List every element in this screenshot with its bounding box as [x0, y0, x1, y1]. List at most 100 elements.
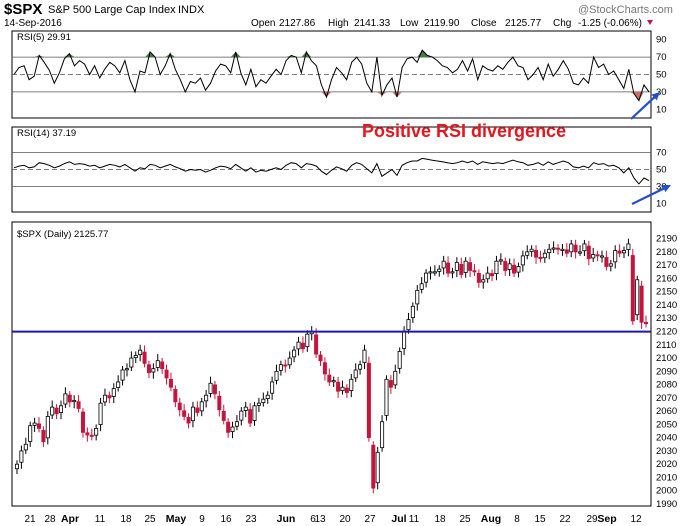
down-arrow-icon: [647, 20, 653, 25]
candle-body: [296, 341, 301, 350]
price-ytick-2150: 2150: [656, 287, 677, 298]
rsi14-divergence-arrow-head: [662, 185, 671, 193]
candle-body: [446, 262, 451, 274]
candle-body: [278, 364, 283, 371]
candle-body: [582, 243, 587, 252]
candle-body: [287, 357, 292, 366]
candle-body: [261, 398, 266, 403]
open-value: 2127.86: [279, 18, 316, 29]
candle-body: [243, 406, 248, 411]
candle-body: [608, 263, 613, 267]
candle-body: [28, 425, 33, 442]
candle-body: [344, 387, 349, 393]
candle-body: [58, 405, 63, 413]
candle-body: [604, 257, 609, 267]
x-label-27: 27: [364, 514, 376, 525]
candle-body: [507, 263, 512, 270]
x-label-21: 21: [24, 514, 36, 525]
x-label-25: 25: [459, 514, 471, 525]
candle-body: [50, 406, 55, 416]
candle-body: [331, 380, 336, 383]
candle-body: [520, 255, 525, 266]
price-ytick-2120: 2120: [656, 327, 677, 338]
x-label-25: 25: [144, 514, 156, 525]
x-label-6: 6: [310, 514, 316, 525]
candle-body: [274, 370, 279, 381]
candle-body: [41, 429, 46, 443]
x-label-11: 11: [95, 514, 106, 525]
rsi5-oversold-fill: [321, 91, 644, 101]
candle-body: [76, 401, 81, 409]
candle-body: [542, 252, 547, 259]
candle-body: [358, 364, 363, 370]
candle-body: [622, 250, 627, 254]
high-label: High: [328, 18, 349, 29]
candle-body: [204, 394, 209, 402]
x-label-11: 11: [409, 514, 420, 525]
candle-body: [490, 273, 495, 277]
candle-body: [336, 381, 341, 392]
exchange: INDX: [178, 4, 205, 16]
candle-body: [252, 405, 257, 421]
candle-body: [362, 349, 367, 363]
rsi5-divergence-arrow-head: [651, 92, 660, 101]
candle-body: [116, 381, 121, 388]
candle-body: [133, 354, 138, 359]
candle-body: [600, 255, 605, 258]
candle-body: [424, 272, 429, 283]
candle-body: [393, 370, 398, 386]
price-ytick-1990: 1990: [656, 499, 677, 510]
chg-label: Chg: [553, 18, 571, 29]
candle-body: [463, 260, 468, 273]
candle-body: [151, 368, 156, 373]
rsi14-title: RSI(14) 37.19: [17, 128, 76, 139]
candle-body: [547, 248, 552, 254]
candle-body: [494, 260, 499, 274]
x-label-Aug: Aug: [481, 513, 501, 525]
price-ytick-2000: 2000: [656, 486, 677, 497]
candle-body: [142, 351, 147, 364]
price-ytick-2140: 2140: [656, 300, 677, 311]
chart-header: $SPX S&P 500 Large Cap Index INDX @Stock…: [4, 1, 673, 29]
x-label-29: 29: [586, 514, 598, 525]
x-label-23: 23: [245, 514, 257, 525]
candle-body: [23, 443, 28, 451]
rsi14-ytick-50: 50: [656, 165, 667, 176]
candle-body: [415, 289, 420, 305]
candle-body: [102, 394, 107, 403]
candle-body: [94, 427, 99, 436]
candle-body: [481, 279, 486, 283]
candle-body: [459, 263, 464, 275]
candle-body: [221, 410, 226, 421]
candle-body: [388, 380, 393, 388]
x-label-18: 18: [120, 514, 132, 525]
candle-body: [476, 272, 481, 283]
candle-body: [375, 451, 380, 484]
price-ytick-2130: 2130: [656, 313, 677, 324]
candle-body: [173, 389, 178, 403]
candle-body: [239, 410, 244, 421]
candle-body: [406, 319, 411, 331]
price-ytick-2160: 2160: [656, 273, 677, 284]
candle-body: [36, 423, 41, 429]
rsi5-ytick-30: 30: [656, 87, 667, 98]
candle-body: [366, 362, 371, 439]
candle-body: [85, 432, 90, 436]
candle-body: [529, 248, 534, 252]
candle-body: [626, 243, 631, 250]
rsi5-overbought-fill: [34, 50, 433, 58]
price-ytick-2190: 2190: [656, 234, 677, 245]
candle-body: [380, 421, 385, 449]
candle-body: [146, 364, 151, 374]
rsi5-ytick-90: 90: [656, 35, 667, 46]
candle-body: [419, 283, 424, 290]
candle-body: [498, 259, 503, 262]
rsi5-ytick-70: 70: [656, 52, 667, 63]
candle-body: [639, 285, 644, 323]
candle-body: [617, 250, 622, 254]
candle-body: [265, 394, 270, 399]
candle-body: [573, 244, 578, 253]
price-ytick-2070: 2070: [656, 393, 677, 404]
